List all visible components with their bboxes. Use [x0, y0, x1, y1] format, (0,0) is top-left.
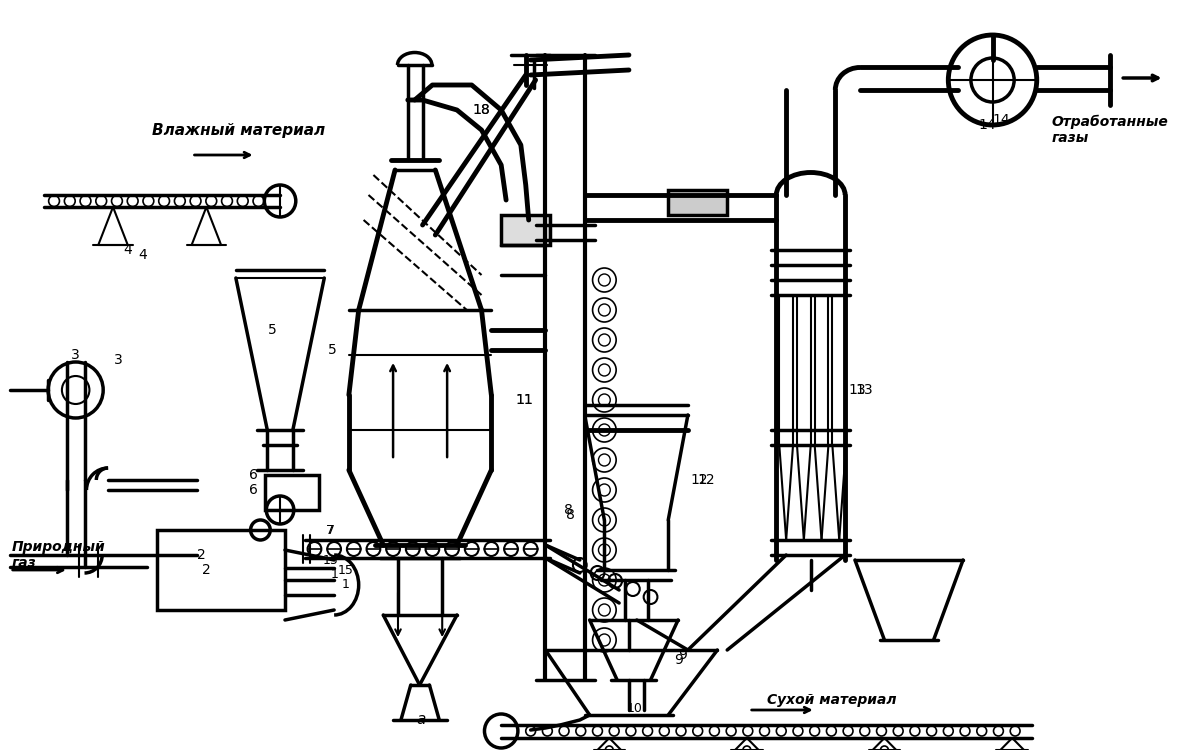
Text: 15: 15 — [338, 563, 353, 577]
Text: 15: 15 — [324, 554, 339, 566]
Text: 2: 2 — [197, 548, 205, 562]
Bar — [265, 475, 319, 510]
Text: Отработанные
газы: Отработанные газы — [1052, 115, 1168, 146]
Bar — [669, 190, 727, 215]
Text: 4: 4 — [139, 248, 147, 262]
Text: Влажный материал: Влажный материал — [153, 122, 326, 137]
Text: 9: 9 — [678, 648, 687, 662]
Text: 18: 18 — [473, 103, 491, 117]
Text: 1: 1 — [331, 568, 339, 581]
Text: 7: 7 — [327, 524, 336, 536]
Text: 13: 13 — [855, 383, 873, 397]
Text: 2: 2 — [202, 563, 211, 577]
Text: 13: 13 — [848, 383, 866, 397]
Text: 18: 18 — [473, 103, 491, 117]
Text: 6: 6 — [250, 483, 258, 497]
Text: 5: 5 — [267, 323, 277, 337]
Bar — [501, 215, 550, 245]
Text: 14: 14 — [979, 118, 997, 132]
Text: 12: 12 — [691, 473, 708, 487]
Text: 3: 3 — [72, 348, 80, 362]
Text: 1: 1 — [341, 578, 350, 592]
Text: 11: 11 — [516, 393, 534, 407]
Text: 5: 5 — [328, 343, 337, 357]
Text: 11: 11 — [516, 393, 534, 407]
Text: 6: 6 — [250, 468, 258, 482]
Text: 7: 7 — [326, 524, 334, 536]
Text: Природный
газ: Природный газ — [12, 540, 105, 570]
Text: 8: 8 — [566, 508, 574, 522]
Bar — [158, 530, 285, 610]
Text: 10: 10 — [627, 701, 642, 715]
Text: 12: 12 — [697, 473, 715, 487]
Text: 3: 3 — [113, 353, 122, 367]
Text: 8: 8 — [564, 503, 572, 517]
Text: 14: 14 — [992, 113, 1010, 127]
Text: 4: 4 — [123, 243, 133, 257]
Text: 9: 9 — [673, 653, 683, 667]
Text: Сухой материал: Сухой материал — [767, 693, 896, 707]
Text: а: а — [416, 712, 425, 728]
